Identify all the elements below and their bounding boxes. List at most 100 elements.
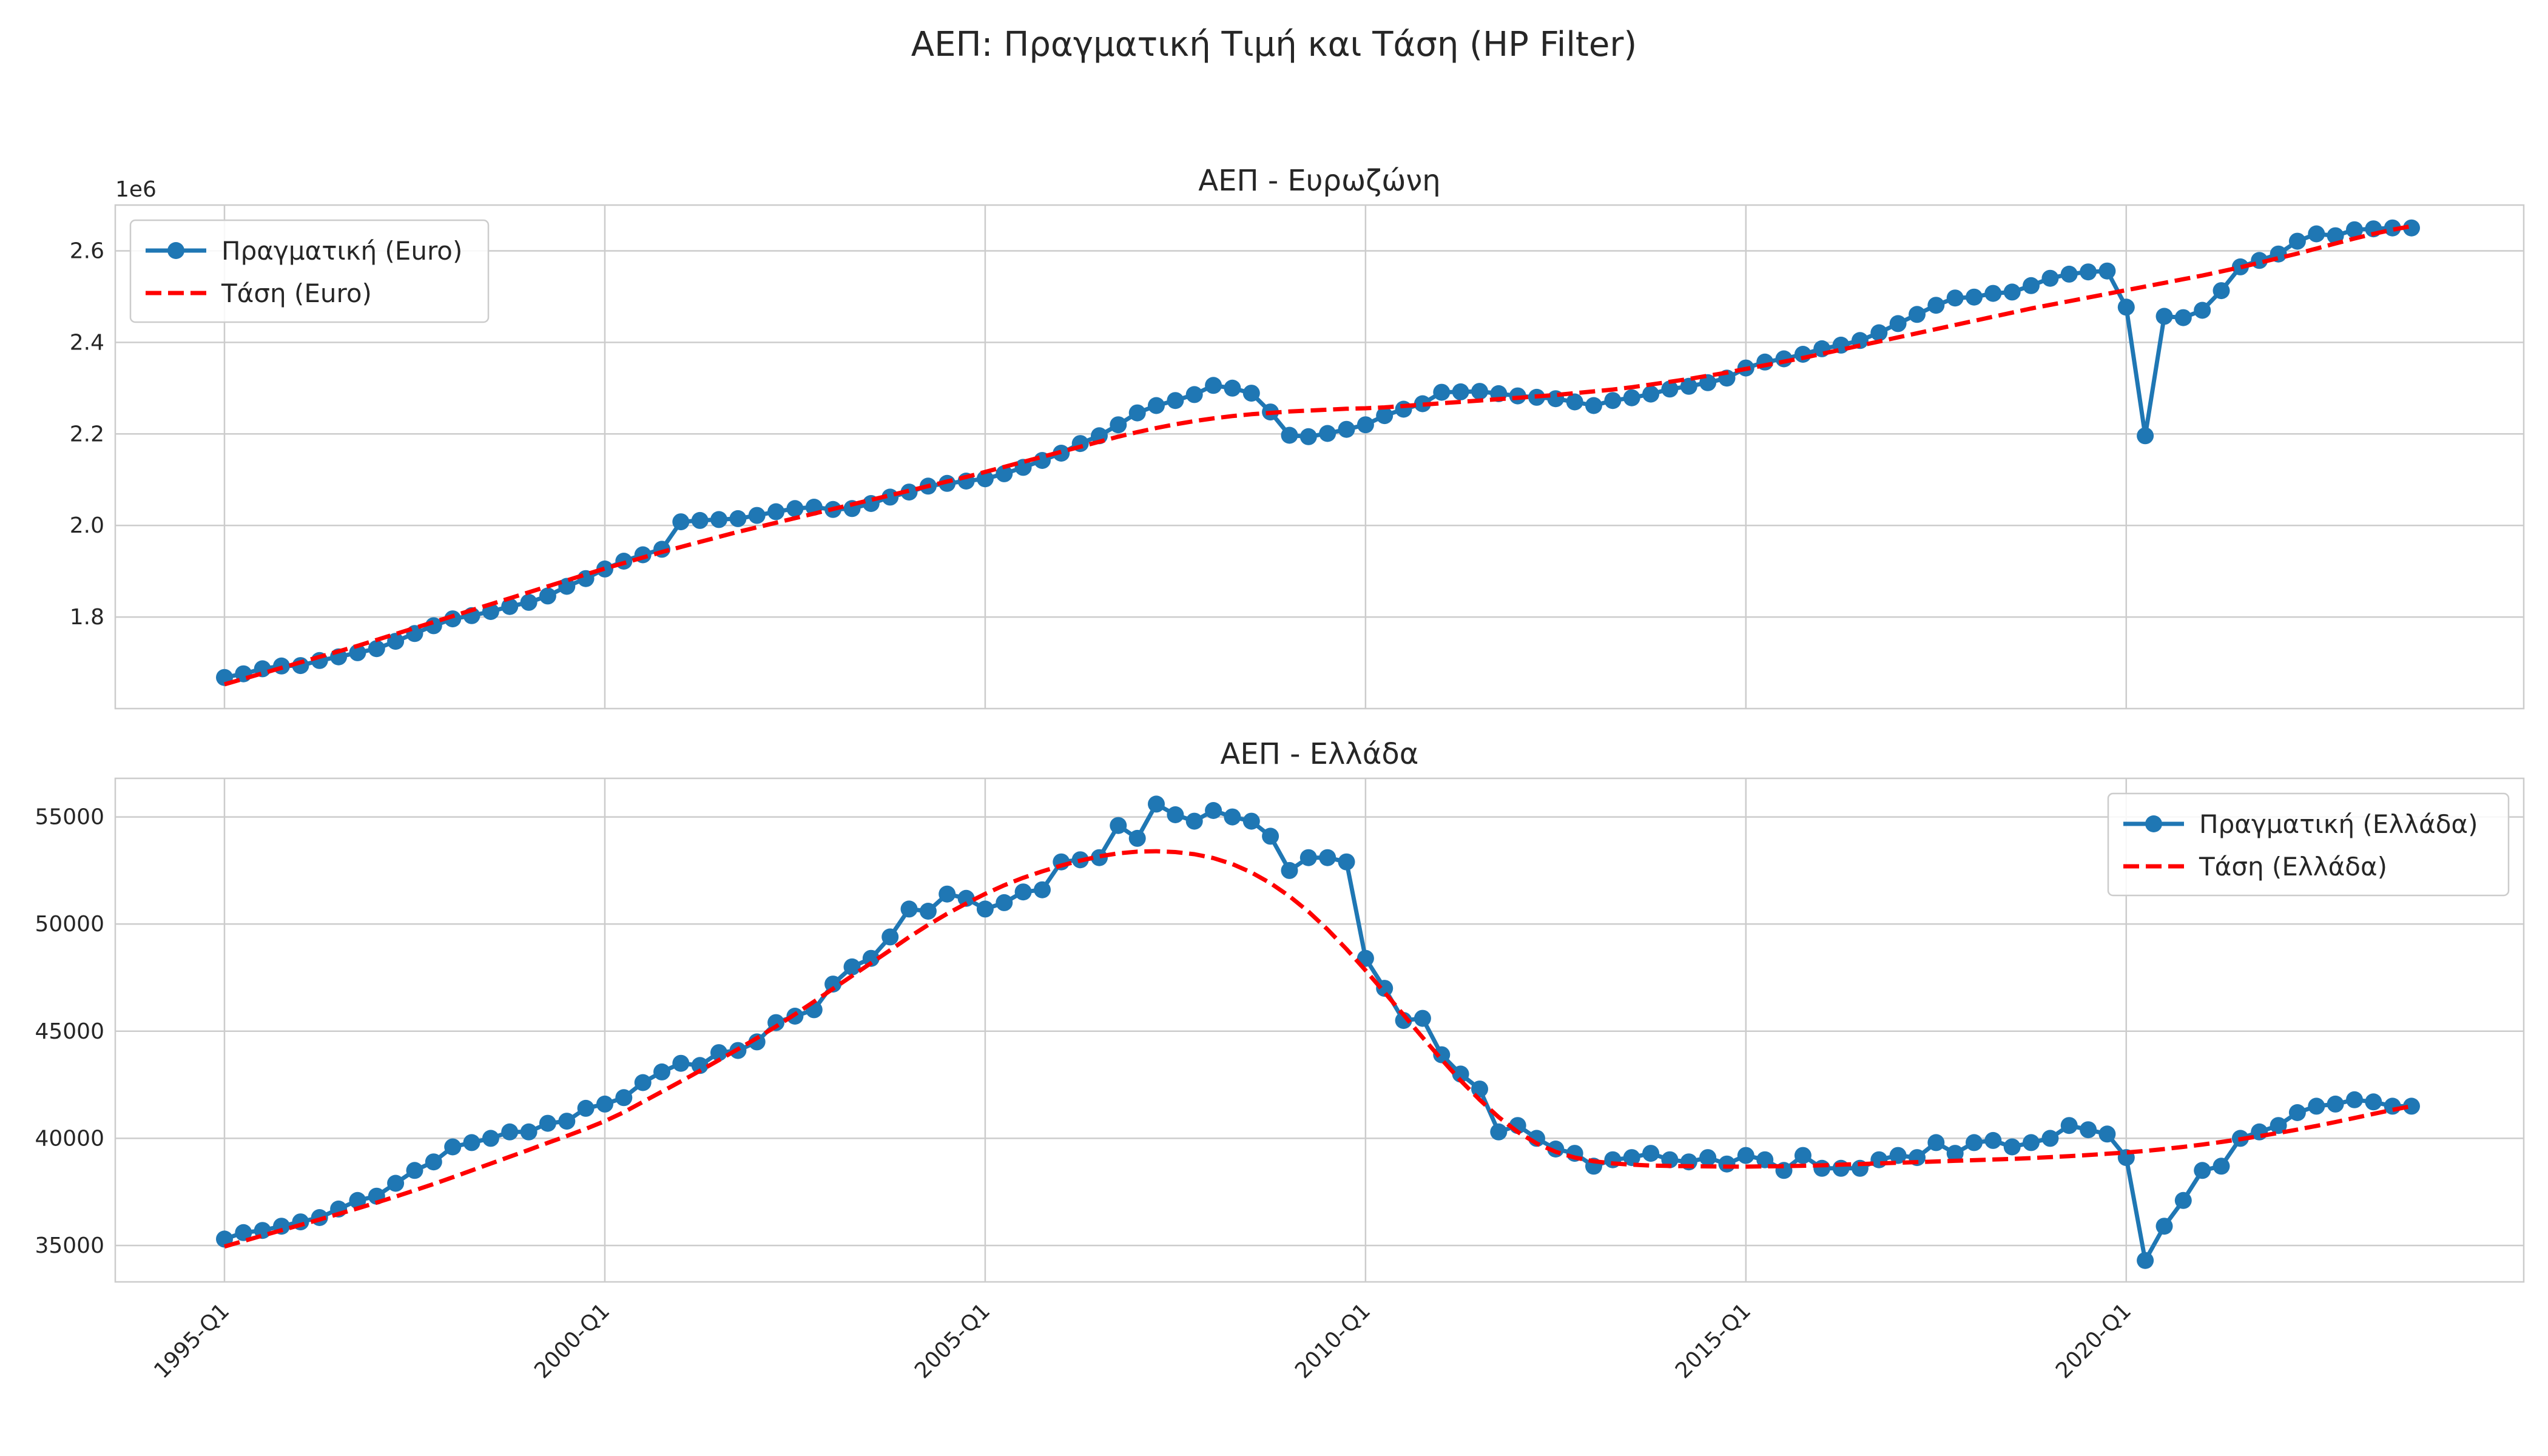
legend-label: Τάση (Ελλάδα) — [2199, 852, 2387, 881]
data-point — [976, 900, 994, 918]
data-point — [862, 949, 880, 967]
data-point — [2023, 1134, 2040, 1151]
data-point — [1242, 385, 1260, 402]
data-point — [1794, 346, 1812, 363]
data-point — [2003, 283, 2021, 301]
data-point — [672, 513, 690, 531]
series-line — [224, 226, 2412, 680]
axes-frame — [114, 204, 2525, 710]
series-1 — [224, 224, 2412, 687]
data-point — [1148, 397, 1165, 414]
data-point — [387, 633, 405, 650]
data-point — [596, 1095, 613, 1113]
data-point — [634, 1074, 652, 1091]
data-point — [748, 1033, 766, 1051]
legend: Πραγματική (Ελλάδα) Τάση (Ελλάδα) — [2107, 792, 2510, 897]
data-point — [463, 1134, 480, 1151]
data-point — [2403, 1097, 2420, 1115]
data-point — [1281, 426, 1298, 444]
data-point — [710, 1044, 727, 1062]
data-point — [1813, 1159, 1831, 1177]
data-point — [1128, 829, 1146, 847]
data-point — [672, 1054, 690, 1072]
series-line — [224, 224, 2412, 687]
data-point — [939, 885, 956, 903]
data-point — [1414, 1009, 1431, 1027]
data-point — [2213, 1158, 2230, 1175]
y-tick-label: 50000 — [35, 912, 104, 937]
data-point — [2060, 1117, 2078, 1134]
data-point — [996, 465, 1013, 482]
data-point — [596, 560, 613, 578]
data-point — [2060, 265, 2078, 283]
data-point — [2327, 227, 2344, 244]
x-tick-label: 2015-Q1 — [1671, 1298, 1756, 1383]
series-0 — [216, 219, 2420, 686]
data-point — [2384, 1097, 2401, 1115]
data-point — [843, 958, 861, 976]
data-point — [2041, 269, 2059, 287]
data-point — [1014, 883, 1032, 901]
data-point — [2365, 1093, 2382, 1111]
data-point — [1984, 285, 2002, 302]
data-point — [748, 507, 766, 524]
data-point — [1680, 377, 1697, 395]
data-point — [444, 1138, 462, 1156]
data-point — [1167, 392, 1184, 410]
data-point — [2080, 1121, 2097, 1139]
y-tick-label: 2.6 — [70, 238, 104, 263]
data-point — [1946, 1145, 1964, 1162]
series-line — [224, 849, 2412, 1249]
data-point — [881, 928, 899, 946]
data-point — [2194, 1162, 2211, 1179]
x-tick-label: 2005-Q1 — [910, 1298, 995, 1383]
data-point — [235, 1224, 252, 1241]
data-point — [1927, 297, 1945, 314]
data-point — [2117, 298, 2135, 316]
panel-0: 1.8 2.0 2.2 2.4 2.6 ΑΕΠ - Ευρωζώνη 1e6 Πραγματι… — [70, 164, 2525, 710]
data-point — [444, 610, 462, 628]
data-point — [1927, 1134, 1945, 1151]
data-point — [996, 894, 1013, 911]
data-point — [2174, 1191, 2192, 1209]
data-point — [1471, 383, 1488, 400]
legend-label: Πραγματική (Euro) — [221, 236, 462, 266]
data-point — [2346, 221, 2363, 238]
y-tick-label: 45000 — [35, 1019, 104, 1044]
data-point — [767, 503, 785, 521]
data-point — [1585, 397, 1602, 414]
data-point — [976, 470, 994, 488]
data-point — [2308, 1097, 2325, 1115]
data-point — [406, 1162, 423, 1179]
data-point — [2327, 1095, 2344, 1113]
data-point — [2137, 427, 2154, 445]
data-point — [2003, 1138, 2021, 1156]
data-point — [2270, 1117, 2287, 1134]
data-point — [710, 511, 727, 528]
data-point — [349, 1191, 366, 1209]
data-point — [1452, 1065, 1469, 1083]
data-point — [1205, 802, 1222, 819]
data-point — [1433, 383, 1451, 401]
data-point — [1110, 416, 1127, 434]
data-point — [2041, 1130, 2059, 1147]
data-point — [2384, 219, 2401, 237]
y-tick-label: 40000 — [35, 1126, 104, 1151]
data-point — [1110, 817, 1127, 834]
data-point — [292, 657, 309, 675]
data-point — [1699, 1149, 1717, 1167]
data-point — [1737, 1147, 1754, 1164]
data-point — [1338, 420, 1355, 438]
data-point — [1148, 795, 1165, 813]
series-0 — [216, 795, 2420, 1269]
data-point — [2288, 1104, 2306, 1121]
data-point — [2213, 282, 2230, 300]
legend-label: Τάση (Euro) — [221, 278, 372, 308]
data-point — [349, 644, 366, 661]
data-point — [1319, 849, 1336, 866]
data-point — [1966, 1134, 1983, 1151]
data-point — [691, 1057, 709, 1074]
data-point — [729, 510, 747, 527]
data-point — [824, 976, 842, 993]
